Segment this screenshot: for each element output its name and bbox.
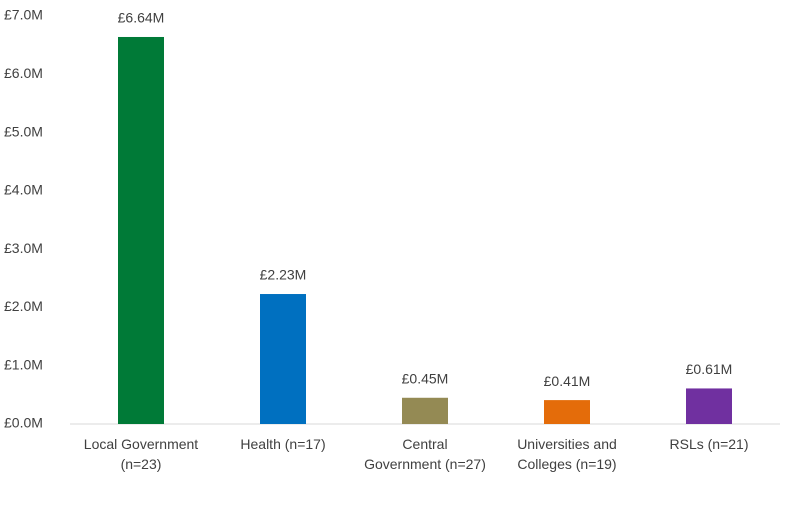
value-label: £0.41M xyxy=(544,373,591,389)
y-tick-label: £3.0M xyxy=(4,240,43,256)
value-label: £2.23M xyxy=(260,267,307,283)
y-tick-label: £1.0M xyxy=(4,356,43,372)
bar xyxy=(118,36,164,425)
bar xyxy=(402,397,448,424)
x-tick-label: Local Government (n=23) xyxy=(83,436,199,472)
value-label: £0.45M xyxy=(402,370,449,386)
value-label: £0.61M xyxy=(686,361,733,377)
x-tick-label: Central Government (n=27) xyxy=(364,436,486,472)
y-tick-label: £5.0M xyxy=(4,123,43,139)
value-label: £6.64M xyxy=(118,10,165,26)
y-tick-label: £6.0M xyxy=(4,65,43,81)
y-tick-label: £2.0M xyxy=(4,298,43,314)
x-tick-label: RSLs (n=21) xyxy=(669,436,749,452)
bar xyxy=(544,400,590,424)
x-tick-label: Universities and Colleges (n=19) xyxy=(517,436,617,472)
x-tick-label: Health (n=17) xyxy=(240,436,326,452)
y-tick-label: £7.0M xyxy=(4,7,43,23)
bar xyxy=(260,294,306,424)
bar xyxy=(686,388,732,424)
y-tick-label: £4.0M xyxy=(4,182,43,198)
y-tick-label: £0.0M xyxy=(4,415,43,431)
